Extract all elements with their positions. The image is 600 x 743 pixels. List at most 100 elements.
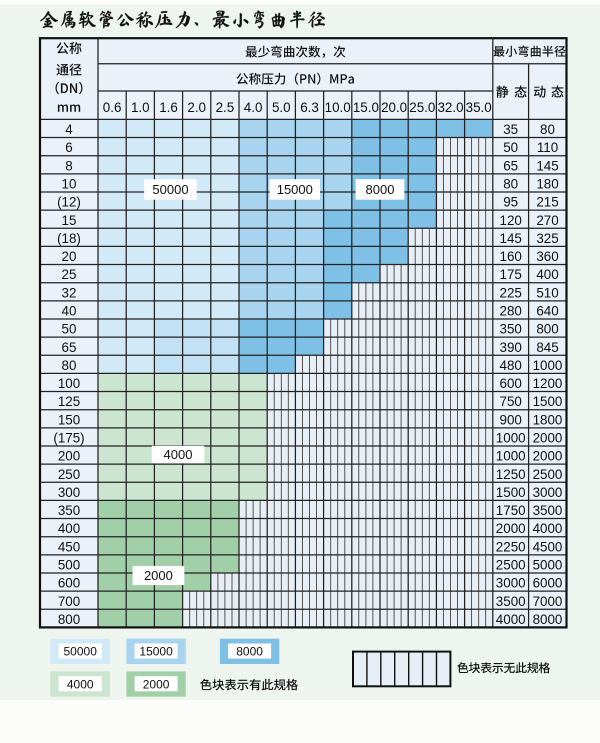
svg-text:360: 360: [536, 249, 558, 264]
svg-text:80: 80: [503, 176, 518, 191]
svg-text:480: 480: [500, 358, 522, 373]
svg-text:95: 95: [503, 195, 518, 210]
svg-text:2000: 2000: [533, 430, 563, 445]
svg-text:10: 10: [62, 176, 77, 191]
svg-text:0.6: 0.6: [103, 100, 122, 115]
svg-text:175: 175: [500, 267, 522, 282]
svg-text:400: 400: [536, 267, 558, 282]
svg-text:2000: 2000: [533, 449, 563, 464]
svg-text:2.0: 2.0: [187, 100, 206, 115]
svg-text:80: 80: [62, 358, 77, 373]
svg-text:845: 845: [536, 340, 558, 355]
svg-text:800: 800: [536, 322, 558, 337]
svg-text:390: 390: [500, 340, 522, 355]
svg-text:700: 700: [58, 594, 80, 609]
svg-text:1000: 1000: [533, 358, 563, 373]
svg-text:8000: 8000: [366, 182, 395, 197]
svg-text:4000: 4000: [533, 521, 563, 536]
svg-text:1250: 1250: [496, 467, 526, 482]
svg-text:1750: 1750: [496, 503, 526, 518]
svg-text:20: 20: [62, 249, 77, 264]
svg-text:3000: 3000: [496, 576, 526, 591]
svg-text:1200: 1200: [533, 376, 563, 391]
svg-text:145: 145: [500, 231, 522, 246]
svg-text:1800: 1800: [533, 412, 563, 427]
svg-text:25.0: 25.0: [409, 100, 435, 115]
svg-text:1000: 1000: [496, 430, 526, 445]
svg-text:4000: 4000: [496, 612, 526, 627]
svg-text:6000: 6000: [533, 576, 563, 591]
svg-text:120: 120: [500, 213, 522, 228]
svg-text:(12): (12): [57, 195, 81, 210]
svg-text:50: 50: [503, 140, 518, 155]
svg-text:8: 8: [65, 158, 72, 173]
svg-text:2500: 2500: [533, 467, 563, 482]
svg-text:65: 65: [503, 158, 518, 173]
svg-text:750: 750: [500, 394, 522, 409]
svg-text:450: 450: [58, 539, 80, 554]
svg-text:40: 40: [62, 303, 77, 318]
svg-text:400: 400: [58, 521, 80, 536]
svg-text:4000: 4000: [164, 447, 193, 462]
svg-text:350: 350: [58, 503, 80, 518]
svg-text:1000: 1000: [496, 449, 526, 464]
svg-text:1500: 1500: [533, 394, 563, 409]
svg-text:145: 145: [536, 158, 558, 173]
svg-text:300: 300: [58, 485, 80, 500]
svg-text:65: 65: [62, 340, 77, 355]
svg-text:15000: 15000: [277, 182, 313, 197]
svg-text:2000: 2000: [143, 677, 170, 691]
svg-text:110: 110: [537, 140, 558, 155]
svg-text:15.0: 15.0: [353, 100, 379, 115]
svg-text:3000: 3000: [533, 485, 563, 500]
svg-text:35.0: 35.0: [466, 100, 492, 115]
svg-text:8000: 8000: [236, 645, 263, 659]
svg-text:500: 500: [58, 557, 80, 572]
svg-text:5.0: 5.0: [272, 100, 291, 115]
svg-text:325: 325: [536, 231, 558, 246]
svg-text:270: 270: [536, 213, 558, 228]
svg-text:160: 160: [500, 249, 522, 264]
svg-text:100: 100: [58, 376, 80, 391]
svg-text:280: 280: [500, 303, 522, 318]
svg-text:2000: 2000: [496, 521, 526, 536]
svg-text:150: 150: [58, 412, 80, 427]
svg-text:3500: 3500: [496, 594, 526, 609]
svg-text:4500: 4500: [533, 539, 563, 554]
svg-text:7000: 7000: [533, 594, 563, 609]
svg-text:215: 215: [536, 195, 558, 210]
svg-text:80: 80: [540, 122, 555, 137]
svg-text:50: 50: [62, 322, 77, 337]
svg-text:4.0: 4.0: [244, 100, 263, 115]
svg-text:2.5: 2.5: [216, 100, 235, 115]
svg-text:600: 600: [58, 576, 80, 591]
svg-text:1.6: 1.6: [159, 100, 178, 115]
svg-text:200: 200: [58, 449, 80, 464]
svg-text:25: 25: [62, 267, 77, 282]
svg-text:2500: 2500: [496, 557, 526, 572]
svg-text:50000: 50000: [152, 182, 188, 197]
svg-text:15000: 15000: [139, 645, 173, 659]
svg-text:225: 225: [500, 285, 522, 300]
svg-text:2250: 2250: [496, 539, 526, 554]
svg-text:5000: 5000: [533, 557, 563, 572]
svg-text:(175): (175): [53, 430, 84, 445]
svg-text:900: 900: [500, 412, 522, 427]
svg-text:510: 510: [536, 285, 558, 300]
svg-text:32.0: 32.0: [437, 100, 463, 115]
svg-text:50000: 50000: [64, 645, 98, 659]
svg-text:6.3: 6.3: [300, 100, 319, 115]
svg-text:15: 15: [62, 213, 77, 228]
svg-text:1500: 1500: [496, 485, 526, 500]
svg-text:3500: 3500: [533, 503, 563, 518]
svg-text:20.0: 20.0: [381, 100, 407, 115]
svg-text:350: 350: [500, 322, 522, 337]
svg-text:800: 800: [58, 612, 80, 627]
svg-text:125: 125: [58, 394, 80, 409]
svg-text:180: 180: [536, 176, 558, 191]
svg-text:32: 32: [62, 285, 77, 300]
svg-text:1.0: 1.0: [131, 100, 150, 115]
svg-text:250: 250: [58, 467, 80, 482]
svg-text:4000: 4000: [67, 677, 94, 691]
svg-text:600: 600: [500, 376, 522, 391]
